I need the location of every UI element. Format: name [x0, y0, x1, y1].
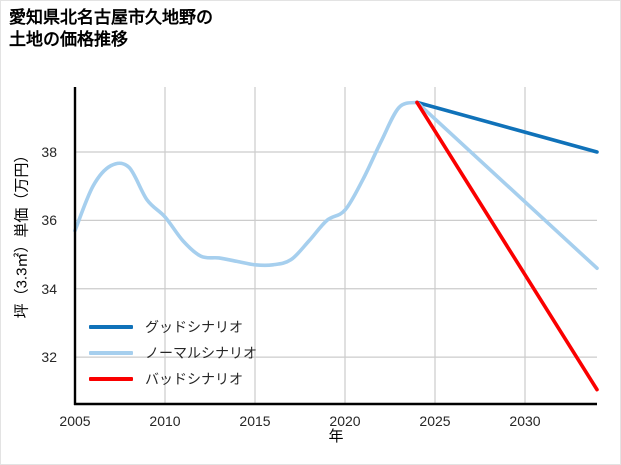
x-axis-tick-label: 2030 [509, 413, 541, 429]
x-axis-tick-label: 2020 [329, 413, 361, 429]
series-line [415, 100, 599, 154]
legend-color-swatch [89, 351, 133, 355]
plot-area [73, 87, 599, 406]
legend-color-swatch [89, 325, 133, 329]
y-axis-tick-label: 36 [41, 212, 57, 229]
page-title: 愛知県北名古屋市久地野の 土地の価格推移 [9, 8, 213, 50]
x-axis-tick-label: 2025 [419, 413, 451, 429]
y-axis-tick-label: 34 [41, 280, 57, 297]
legend-item[interactable]: グッドシナリオ [89, 314, 257, 340]
x-axis-tick-label: 2010 [149, 413, 181, 429]
x-axis-tick-label: 2015 [239, 413, 271, 429]
x-axis-title: 年 [328, 428, 344, 445]
chart-legend: グッドシナリオ ノーマルシナリオ バッドシナリオ [89, 314, 257, 392]
data-series-group [73, 100, 599, 392]
legend-color-swatch [89, 377, 133, 381]
legend-item[interactable]: バッドシナリオ [89, 366, 257, 392]
series-line [415, 100, 599, 271]
series-line [73, 100, 419, 268]
legend-item-label: バッドシナリオ [145, 371, 243, 387]
legend-item[interactable]: ノーマルシナリオ [89, 340, 257, 366]
x-axis-tick-label: 2005 [59, 413, 91, 429]
legend-item-label: グッドシナリオ [145, 319, 243, 335]
series-line [415, 100, 599, 392]
y-axis-tick-label: 32 [41, 349, 57, 366]
y-axis-tick-label: 38 [41, 143, 57, 160]
legend-item-label: ノーマルシナリオ [145, 345, 257, 361]
